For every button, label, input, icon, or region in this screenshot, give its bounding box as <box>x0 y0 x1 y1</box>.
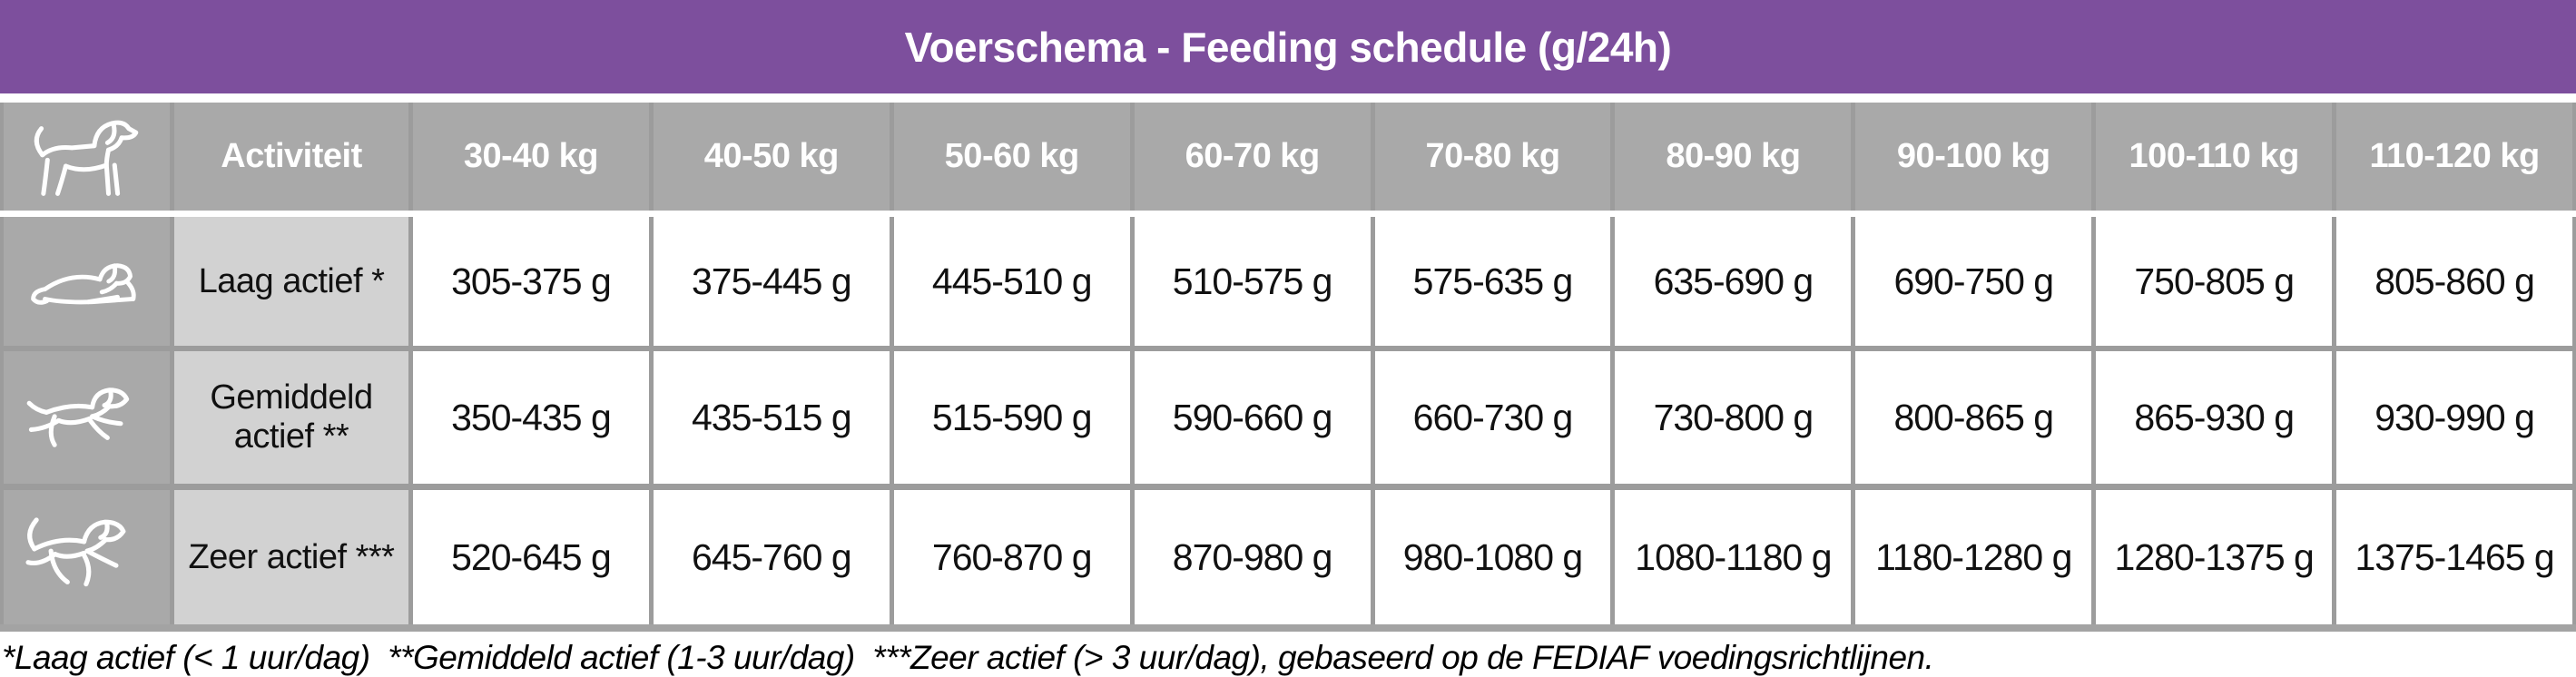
value-cell: 350-435 g <box>413 351 654 484</box>
value-cell: 800-865 g <box>1855 351 2097 484</box>
lying-dog-icon <box>30 263 136 305</box>
value-cell: 1080-1180 g <box>1615 490 1856 624</box>
value-cell: 590-660 g <box>1134 351 1375 484</box>
row-icon-cell <box>4 217 174 346</box>
standing-dog-icon <box>34 120 138 196</box>
header-icon-cell <box>4 103 174 211</box>
weight-header-cell: 90-100 kg <box>1855 103 2097 211</box>
value-cell: 375-445 g <box>653 217 894 346</box>
value-cell: 865-930 g <box>2096 351 2337 484</box>
value-cell: 575-635 g <box>1374 217 1616 346</box>
title-bar: Voerschema - Feeding schedule (g/24h) <box>0 0 2576 93</box>
activity-label: Zeer actief *** <box>174 490 413 624</box>
weight-header-cell: 40-50 kg <box>653 103 894 211</box>
page-title: Voerschema - Feeding schedule (g/24h) <box>904 23 1672 71</box>
value-cell: 930-990 g <box>2336 351 2573 484</box>
value-cell: 805-860 g <box>2336 217 2573 346</box>
weight-header-cell: 100-110 kg <box>2096 103 2337 211</box>
weight-header-cell: 70-80 kg <box>1374 103 1616 211</box>
activity-header-cell: Activiteit <box>174 103 413 211</box>
row-icon-cell <box>4 351 174 484</box>
row-divider <box>0 346 2576 351</box>
table-header-row: Activiteit 30-40 kg 40-50 kg 50-60 kg 60… <box>0 103 2576 211</box>
value-cell: 750-805 g <box>2096 217 2337 346</box>
activity-label: Laag actief * <box>174 217 413 346</box>
value-cell: 1280-1375 g <box>2096 490 2337 624</box>
weight-header-cell: 30-40 kg <box>413 103 654 211</box>
table-row-gemiddeld-actief: Gemiddeld actief ** 350-435 g 435-515 g … <box>0 351 2576 484</box>
value-cell: 645-760 g <box>653 490 894 624</box>
feeding-schedule-table: Activiteit 30-40 kg 40-50 kg 50-60 kg 60… <box>0 103 2576 632</box>
value-cell: 635-690 g <box>1615 217 1856 346</box>
table-row-zeer-actief: Zeer actief *** 520-645 g 645-760 g 760-… <box>0 490 2576 624</box>
value-cell: 870-980 g <box>1134 490 1375 624</box>
value-cell: 760-870 g <box>893 490 1135 624</box>
row-icon-cell <box>4 490 174 624</box>
galloping-dog-icon <box>25 517 125 587</box>
value-cell: 1180-1280 g <box>1855 490 2097 624</box>
value-cell: 510-575 g <box>1134 217 1375 346</box>
row-divider <box>0 484 2576 490</box>
value-cell: 690-750 g <box>1855 217 2097 346</box>
value-cell: 1375-1465 g <box>2336 490 2573 624</box>
weight-header-cell: 80-90 kg <box>1615 103 1856 211</box>
value-cell: 520-645 g <box>413 490 654 624</box>
weight-header-cell: 60-70 kg <box>1134 103 1375 211</box>
running-dog-icon <box>26 388 129 447</box>
value-cell: 730-800 g <box>1615 351 1856 484</box>
value-cell: 435-515 g <box>653 351 894 484</box>
value-cell: 660-730 g <box>1374 351 1616 484</box>
value-cell: 305-375 g <box>413 217 654 346</box>
value-cell: 515-590 g <box>893 351 1135 484</box>
weight-header-cell: 110-120 kg <box>2336 103 2573 211</box>
footnote: *Laag actief (< 1 uur/dag) **Gemiddeld a… <box>2 639 1934 676</box>
activity-label: Gemiddeld actief ** <box>174 351 413 484</box>
table-bottom-border <box>0 624 2576 632</box>
weight-header-cell: 50-60 kg <box>893 103 1135 211</box>
value-cell: 980-1080 g <box>1374 490 1616 624</box>
value-cell: 445-510 g <box>893 217 1135 346</box>
table-row-laag-actief: Laag actief * 305-375 g 375-445 g 445-51… <box>0 217 2576 346</box>
